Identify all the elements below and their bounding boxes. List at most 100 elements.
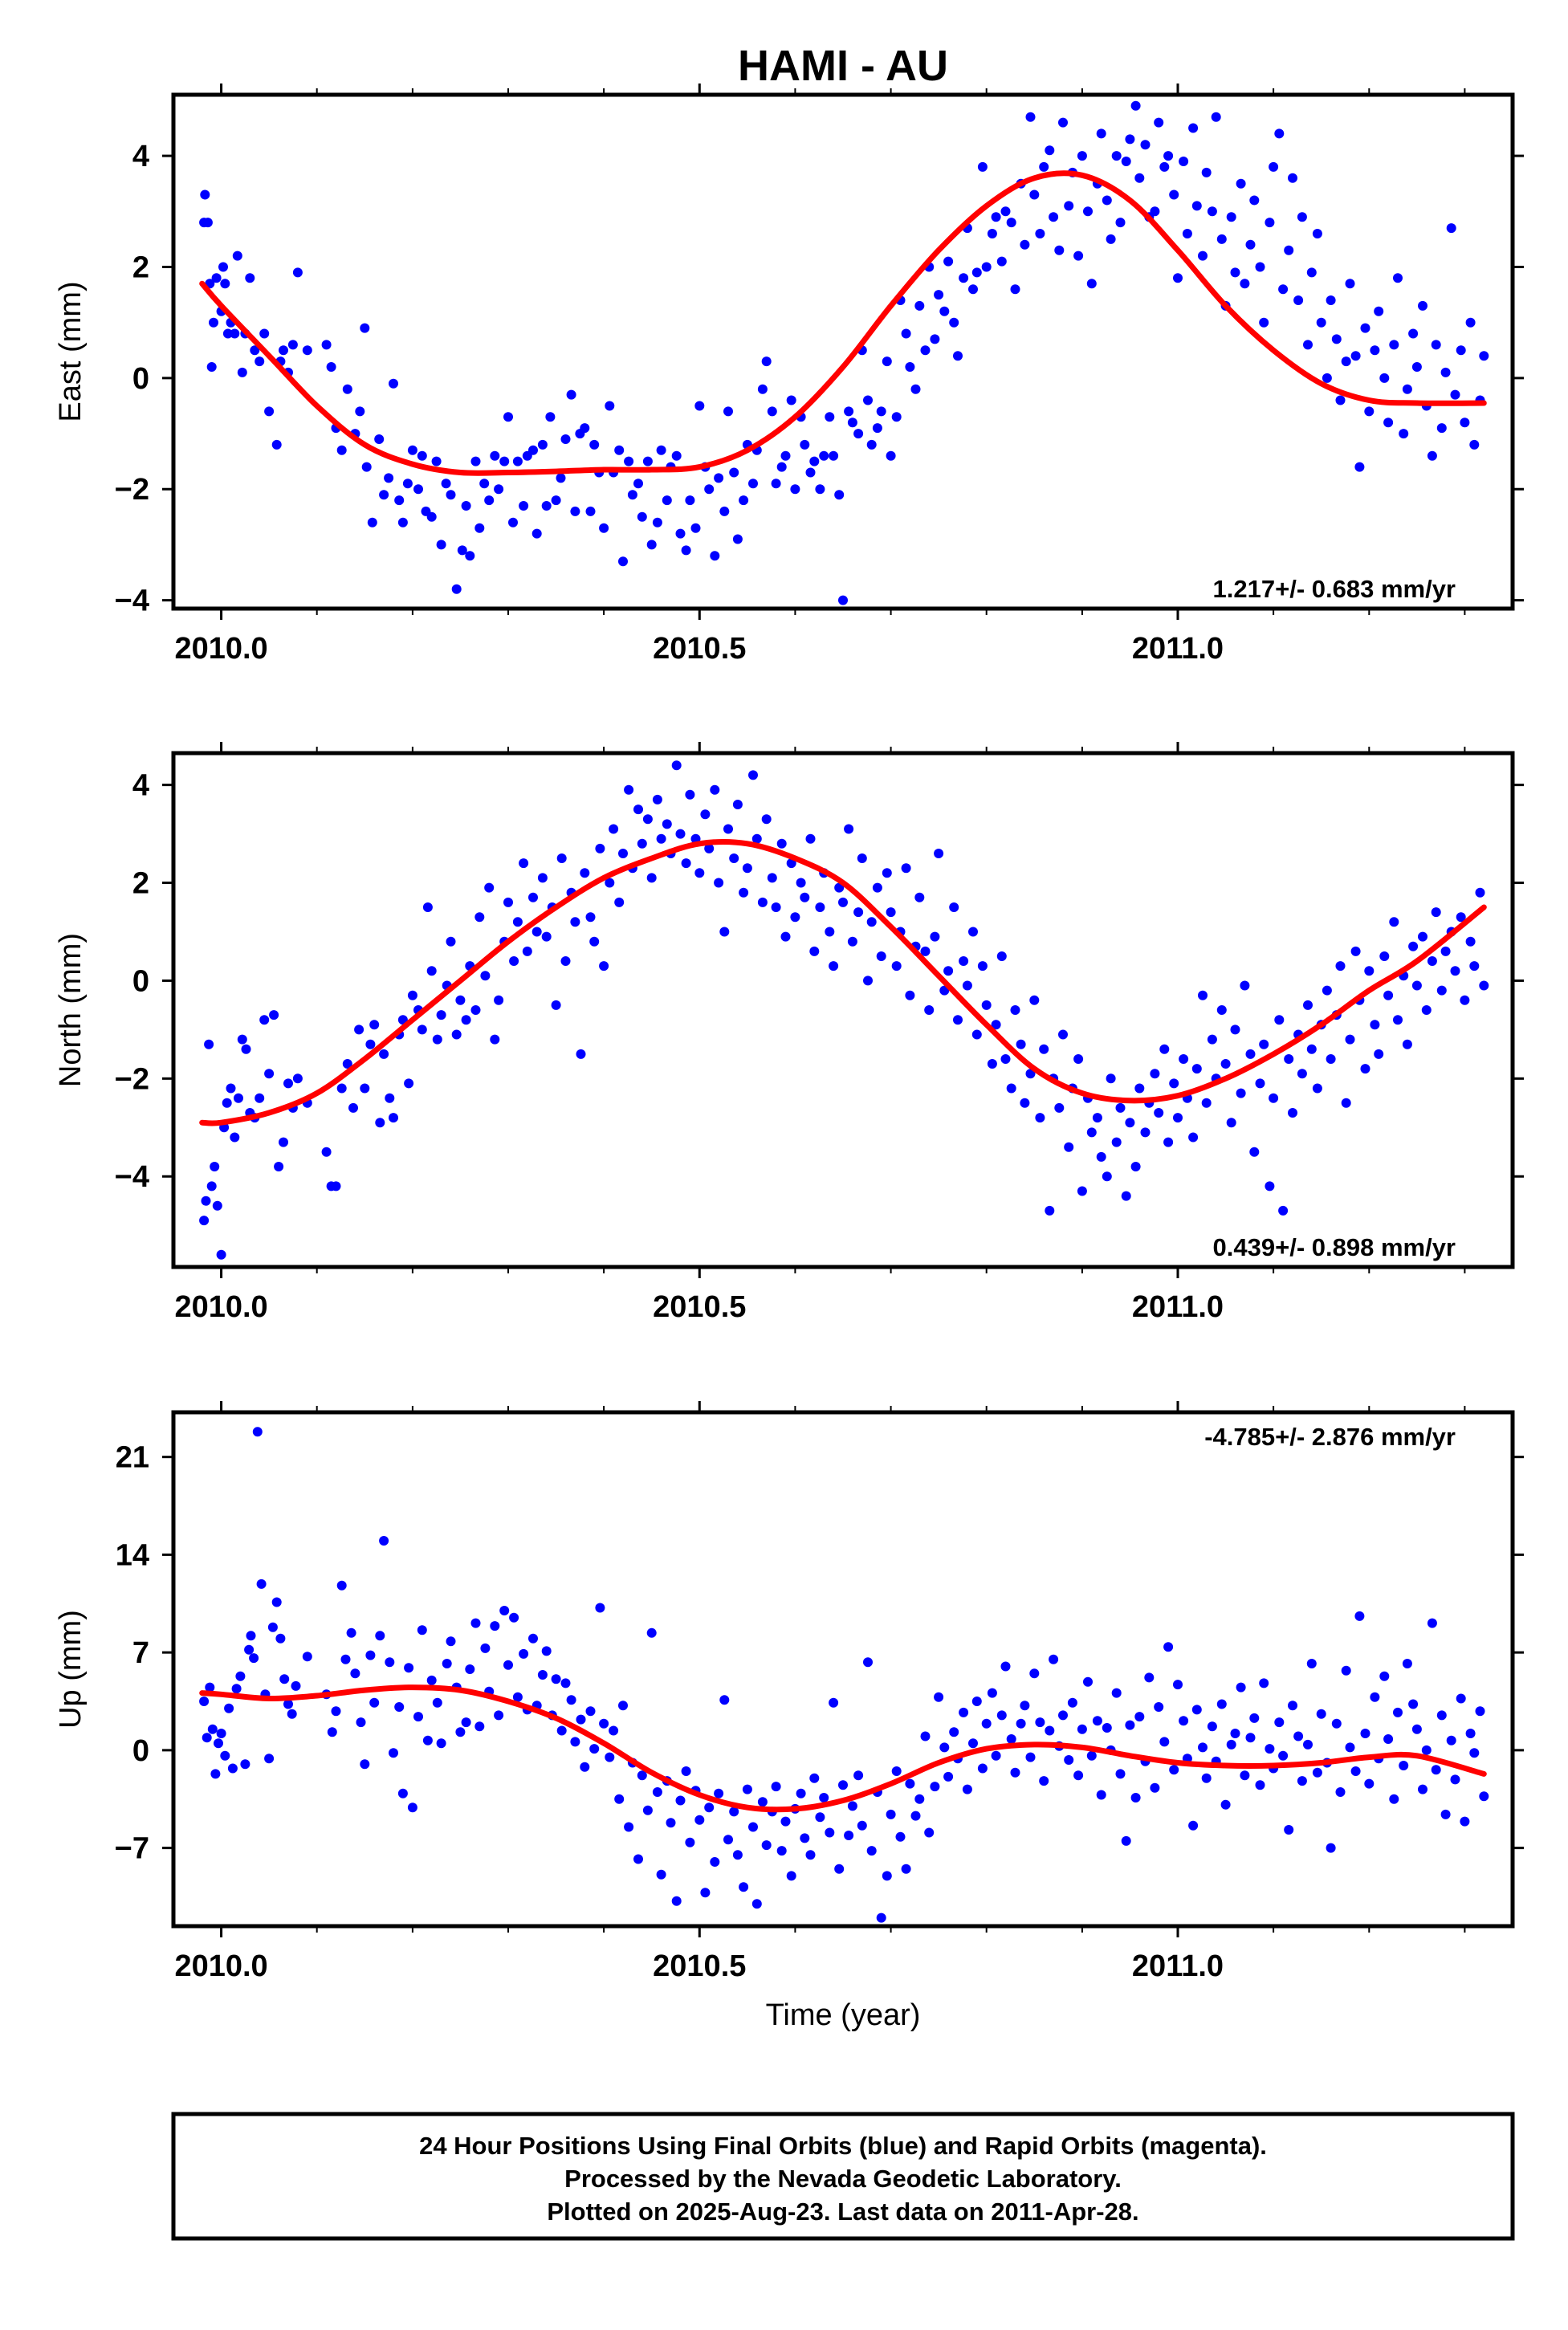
up-data-point: [1150, 1782, 1160, 1793]
up-data-point: [1436, 1710, 1447, 1721]
east-data-point: [991, 212, 1001, 222]
north-data-point: [1383, 990, 1394, 1000]
east-data-point: [202, 218, 213, 228]
east-data-point: [1102, 195, 1112, 206]
up-ylabel: Up (mm): [54, 1610, 88, 1729]
north-data-point: [1054, 1102, 1065, 1113]
up-data-point: [624, 1822, 634, 1832]
north-data-point: [494, 995, 504, 1005]
north-data-point: [1140, 1127, 1151, 1138]
north-data-point: [652, 794, 662, 805]
north-data-point: [1125, 1118, 1135, 1128]
north-data-point: [461, 1015, 471, 1025]
up-data-point: [853, 1770, 864, 1781]
up-data-point: [385, 1657, 395, 1668]
east-data-point: [461, 501, 471, 511]
east-data-point: [646, 540, 657, 550]
north-data-point: [1288, 1108, 1297, 1118]
north-data-point: [417, 1024, 427, 1035]
east-data-point: [336, 445, 347, 455]
up-data-point: [949, 1727, 959, 1737]
east-data-point: [599, 523, 609, 533]
east-data-point: [531, 528, 542, 539]
east-data-point: [1249, 195, 1260, 206]
east-data-point: [220, 279, 230, 289]
footer-line-3: Plotted on 2025-Aug-23. Last data on 201…: [547, 2198, 1138, 2226]
up-data-point: [1402, 1659, 1412, 1668]
east-data-point: [757, 384, 768, 394]
north-data-point: [991, 1020, 1001, 1030]
east-data-point: [566, 389, 576, 400]
up-data-point: [302, 1652, 312, 1662]
up-x-tick-label: 2010.5: [653, 1949, 746, 1983]
east-data-point: [250, 345, 260, 356]
north-data-point: [1169, 1078, 1179, 1089]
north-data-point: [1360, 1064, 1370, 1074]
up-data-point: [1188, 1820, 1199, 1831]
east-data-point: [1269, 161, 1279, 172]
up-data-point: [1073, 1770, 1084, 1781]
north-data-point: [732, 800, 743, 809]
up-data-point: [751, 1899, 762, 1909]
up-data-point: [291, 1680, 301, 1691]
up-data-point: [1479, 1791, 1489, 1802]
up-data-point: [509, 1612, 519, 1623]
north-data-point: [953, 1015, 963, 1025]
east-data-point: [1469, 439, 1480, 450]
north-data-point: [1201, 1098, 1212, 1108]
up-data-point: [719, 1695, 730, 1705]
east-data-point: [719, 506, 730, 516]
north-data-point: [1469, 961, 1480, 972]
up-frame: [171, 1410, 1515, 1929]
east-data-point: [1402, 384, 1412, 394]
east-data-point: [342, 384, 352, 394]
east-data-point: [1163, 151, 1174, 161]
east-data-point: [1020, 239, 1030, 250]
north-data-point: [605, 878, 615, 888]
east-data-point: [815, 484, 825, 495]
east-data-point: [1230, 267, 1240, 278]
north-data-point: [1335, 961, 1346, 972]
up-data-point: [656, 1869, 666, 1880]
north-data-point: [1236, 1088, 1246, 1098]
up-data-point: [199, 1697, 210, 1706]
east-data-point: [1341, 356, 1351, 367]
up-data-point: [1440, 1809, 1451, 1819]
north-data-point: [1436, 985, 1447, 996]
north-data-point: [710, 784, 720, 795]
up-data-point: [490, 1621, 500, 1631]
up-data-point: [379, 1536, 389, 1546]
north-data-point: [790, 912, 800, 923]
east-data-point: [959, 273, 969, 283]
north-data-point: [283, 1078, 293, 1089]
north-data-point: [1092, 1113, 1102, 1123]
north-data-point: [490, 1034, 500, 1045]
north-data-point: [1265, 1181, 1275, 1191]
east-data-point: [605, 401, 615, 411]
east-y-tick-label: 2: [132, 251, 149, 284]
north-data-point: [1297, 1069, 1307, 1079]
north-data-point: [723, 824, 733, 834]
east-data-point: [1354, 462, 1365, 472]
up-data-point: [455, 1727, 466, 1737]
north-data-point: [1106, 1073, 1116, 1084]
east-data-point: [503, 412, 513, 422]
up-data-point: [1115, 1769, 1126, 1779]
east-data-point: [292, 267, 303, 278]
east-data-point: [1077, 151, 1087, 161]
east-data-point: [1035, 229, 1045, 238]
north-x-tick-label: 2010.5: [653, 1290, 746, 1324]
up-data-point: [1163, 1642, 1174, 1652]
north-data-point: [1312, 1083, 1322, 1094]
up-data-point: [1240, 1770, 1250, 1781]
up-data-point: [1421, 1745, 1432, 1755]
east-data-point: [1039, 161, 1049, 172]
north-data-point: [446, 936, 456, 947]
up-data-point: [652, 1787, 662, 1797]
up-data-point: [1020, 1701, 1030, 1711]
east-data-point: [1450, 389, 1460, 400]
up-data-point: [336, 1580, 347, 1591]
up-data-point: [1249, 1713, 1260, 1723]
east-data-point: [930, 334, 940, 344]
east-data-point: [681, 545, 691, 556]
